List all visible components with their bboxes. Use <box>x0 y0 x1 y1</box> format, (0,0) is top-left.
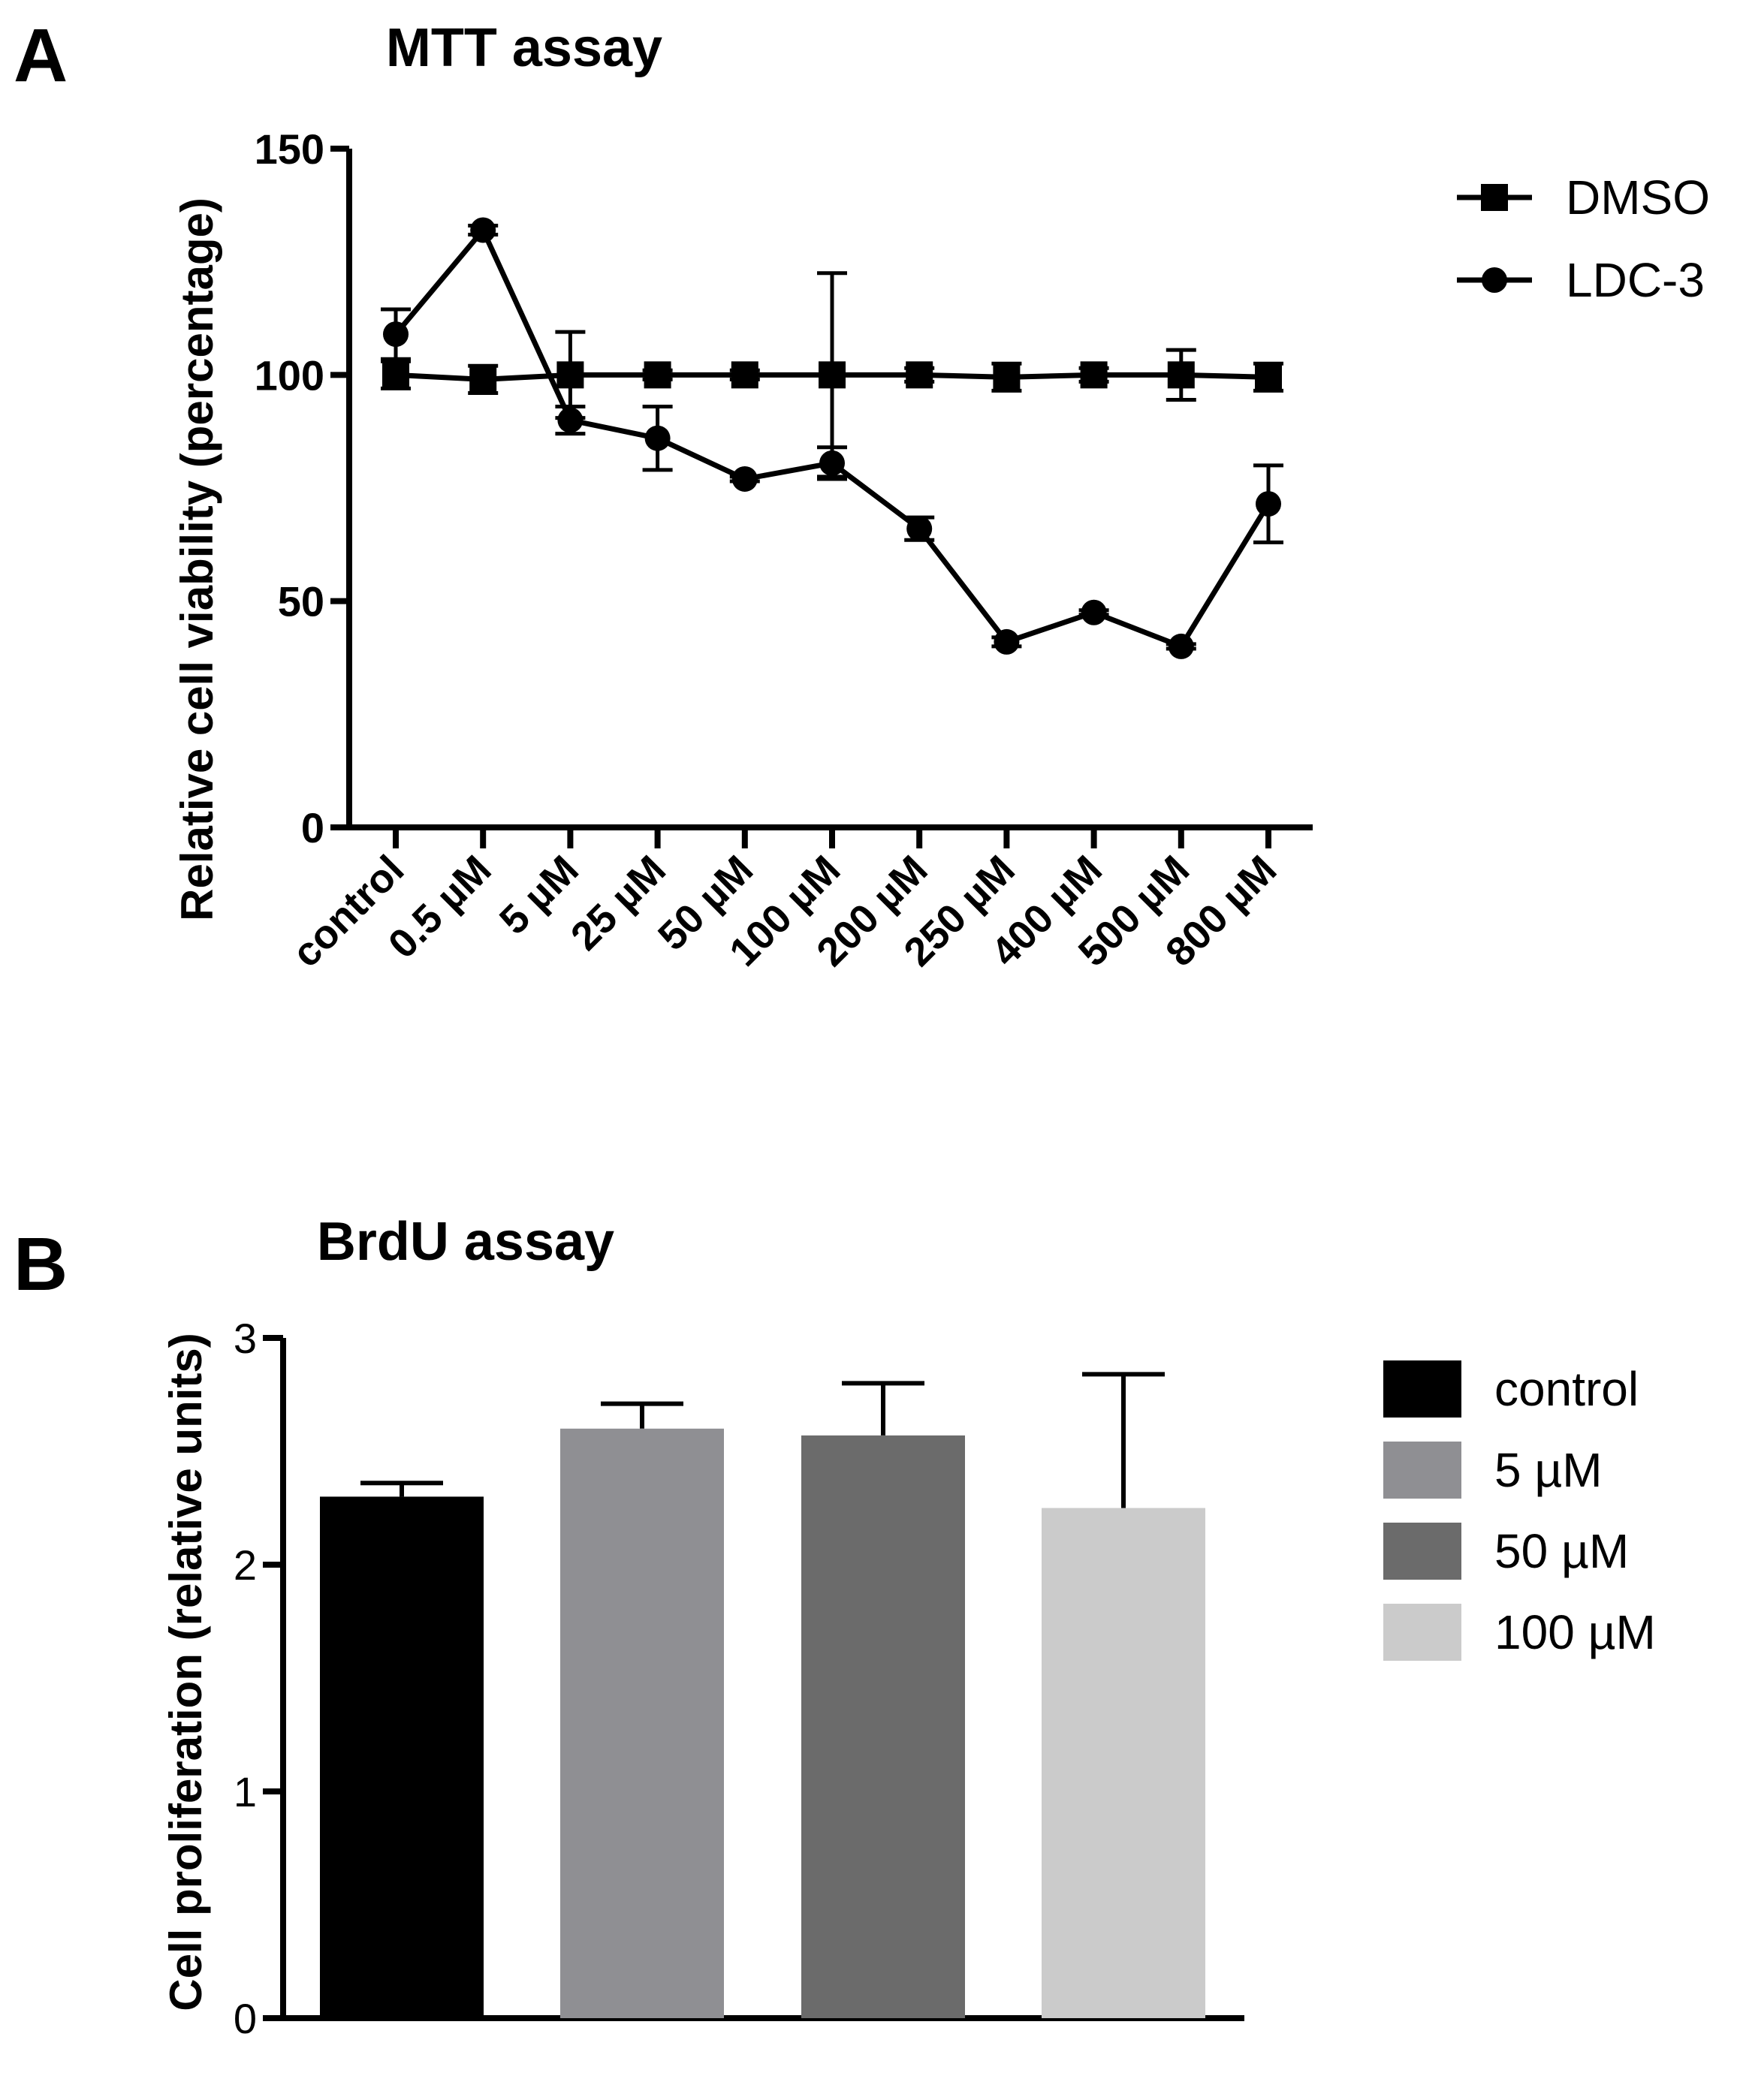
panel-a-legend-marker <box>1481 184 1508 211</box>
panel-b-legend-label: 50 µM <box>1494 1524 1629 1578</box>
panel-b-legend-swatch <box>1383 1442 1461 1499</box>
panel-b-y-tick-label: 2 <box>234 1541 257 1589</box>
panel-b-bar <box>1042 1508 1205 2018</box>
panel-a-data-point <box>731 361 758 389</box>
panel-a-legend-label: LDC-3 <box>1566 253 1705 307</box>
panel-b-bar-chart: B BrdU assay Cell proliferation (relativ… <box>14 1212 1656 2042</box>
panel-a-data-point <box>819 450 845 476</box>
panel-b-y-tick-label: 3 <box>234 1315 257 1362</box>
panel-a-data-point <box>993 363 1021 391</box>
panel-a-data-point <box>1080 361 1108 389</box>
panel-b-y-tick-label: 1 <box>234 1768 257 1815</box>
panel-a-data-point <box>819 361 846 389</box>
panel-a-legend-marker <box>1482 267 1507 293</box>
panel-a-data-point <box>557 407 584 433</box>
panel-a-line-chart: A MTT assay Relative cell viability (per… <box>14 14 1710 976</box>
panel-a-series-ldc-3 <box>381 217 1283 659</box>
panel-a-data-point <box>1255 363 1282 391</box>
panel-a-data-point <box>1256 491 1281 517</box>
panel-a-data-point <box>906 361 933 389</box>
panel-a-data-point <box>644 361 671 389</box>
panel-a-y-tick-label: 150 <box>255 125 324 173</box>
panel-b-bar-group <box>1042 1372 1205 2018</box>
panel-b-legend-swatch <box>1383 1604 1461 1661</box>
panel-b-y-axis-label: Cell proliferation (relative units) <box>161 1333 211 2011</box>
panel-a-legend-label: DMSO <box>1566 170 1710 224</box>
panel-b-legend-label: 5 µM <box>1494 1443 1603 1497</box>
panel-a-y-axis-label: Relative cell viability (percentage) <box>172 197 222 921</box>
panel-a-data-point <box>470 217 496 243</box>
panel-a-data-point <box>1167 361 1195 389</box>
panel-b-bar <box>560 1428 724 2018</box>
panel-b-legend-swatch <box>1383 1360 1461 1418</box>
panel-a-y-tick-label: 50 <box>278 578 324 625</box>
panel-a-data-point <box>469 366 497 393</box>
panel-b-bar <box>320 1496 484 2018</box>
panel-a-title: MTT assay <box>386 18 662 78</box>
panel-a-data-point <box>1081 599 1107 625</box>
panel-a-data-point <box>906 516 933 542</box>
panel-a-data-point <box>556 361 584 389</box>
panel-b-bar-group <box>560 1401 724 2018</box>
panel-a-data-point <box>383 321 409 348</box>
panel-a-data-point <box>994 628 1020 655</box>
panel-b-title: BrdU assay <box>317 1212 614 1272</box>
panel-b-y-tick-label: 0 <box>234 1995 257 2042</box>
panel-a-label: A <box>14 14 68 98</box>
panel-b-bar <box>801 1435 965 2018</box>
panel-b-legend-label: control <box>1494 1362 1639 1416</box>
panel-a-data-point <box>1168 633 1194 659</box>
panel-b-label: B <box>14 1222 68 1306</box>
panel-a-series-dmso <box>381 271 1283 479</box>
panel-a-y-tick-label: 100 <box>255 351 324 399</box>
panel-a-data-point <box>731 465 758 492</box>
panel-a-x-tick-label: control <box>284 847 413 976</box>
panel-a-x-tick-label: 25 µM <box>562 847 674 959</box>
panel-b-legend-label: 100 µM <box>1494 1605 1656 1659</box>
panel-a-y-tick-label: 0 <box>301 804 324 851</box>
panel-a-data-point <box>382 361 409 389</box>
panel-b-bar-group <box>801 1381 965 2018</box>
panel-b-legend-swatch <box>1383 1523 1461 1580</box>
panel-a-data-point <box>644 425 671 451</box>
panel-b-bar-group <box>320 1481 484 2018</box>
